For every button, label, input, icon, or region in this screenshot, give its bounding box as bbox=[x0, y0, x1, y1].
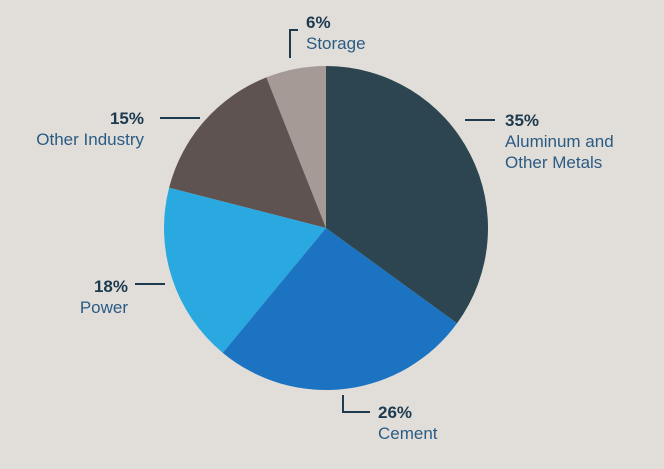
label-group: 15% Other Industry bbox=[36, 108, 144, 150]
value-label: 26% bbox=[378, 403, 413, 422]
pie-slice bbox=[169, 77, 326, 228]
value-label: 15% bbox=[109, 109, 144, 128]
value-label: 18% bbox=[93, 277, 128, 296]
pie-slice bbox=[266, 66, 326, 228]
leader-line bbox=[289, 29, 298, 58]
category-label: Other Industry bbox=[36, 130, 144, 149]
category-label: Aluminum and Other Metals bbox=[505, 132, 614, 172]
pie-slice bbox=[163, 187, 326, 353]
category-label: Cement bbox=[378, 424, 438, 443]
label-group: 26% Cement bbox=[378, 402, 438, 444]
pie-slice bbox=[222, 228, 458, 391]
label-group: 18% Power bbox=[80, 276, 128, 318]
value-label: 35% bbox=[505, 111, 540, 130]
pie-slice bbox=[326, 66, 489, 324]
value-label: 6% bbox=[306, 13, 331, 32]
leader-line bbox=[342, 395, 370, 413]
label-group: 6% Storage bbox=[306, 12, 366, 54]
label-group: 35% Aluminum and Other Metals bbox=[505, 110, 640, 173]
category-label: Storage bbox=[306, 34, 366, 53]
category-label: Power bbox=[79, 298, 128, 317]
